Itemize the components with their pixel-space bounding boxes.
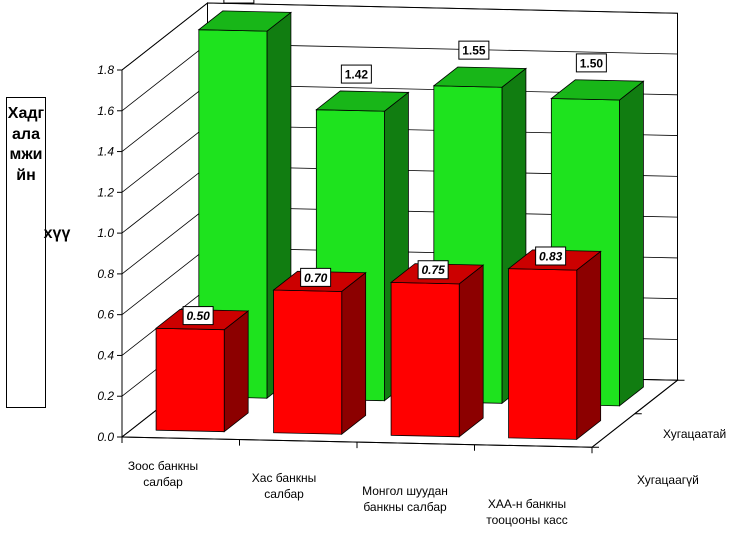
data-label-box [300, 267, 332, 287]
y-tick-label: 0.2 [97, 389, 114, 403]
data-label: 1.42 [340, 64, 372, 84]
data-label-box [458, 40, 490, 60]
bar-top [550, 79, 645, 101]
data-label-text: 1.50 [580, 56, 604, 70]
y-tick-label: 1.2 [97, 185, 114, 199]
bar-top [432, 66, 528, 88]
data-label-text: 0.50 [186, 309, 210, 323]
category-label: салбар [264, 487, 304, 501]
category-label: Хас банкны [252, 471, 316, 485]
bar-front-3 [507, 249, 602, 441]
bar-side [223, 310, 249, 433]
data-label-text: 0.83 [539, 249, 563, 263]
bar-front-0 [154, 309, 250, 433]
data-label-box [535, 246, 567, 266]
data-label-box [340, 64, 372, 84]
category-label: Монгол шуудан [362, 484, 448, 498]
data-label: 1.55 [458, 40, 490, 60]
bar-front [155, 327, 225, 433]
bar-front [273, 289, 343, 435]
data-label: 0.75 [417, 260, 449, 280]
data-label-text: 0.75 [421, 263, 445, 277]
data-label-text: 0.70 [304, 271, 328, 285]
y-tick-label: 1.0 [97, 226, 114, 240]
y-axis-title-suffix: хүү [43, 225, 71, 242]
data-label-box [182, 306, 214, 326]
data-label: 1.50 [575, 53, 607, 73]
category-label: банкны салбар [363, 500, 447, 514]
bar-side [341, 271, 367, 436]
category-label: салбар [143, 475, 183, 489]
y-axis-title-box: Хадгаламжийн [6, 97, 46, 408]
bar-side [458, 264, 484, 438]
y-tick-label: 1.6 [97, 104, 114, 118]
bar-side [619, 80, 644, 407]
y-tick-label: 0.4 [97, 348, 114, 362]
category-label: ХАА-н банкны [488, 497, 566, 511]
gridline [121, 2, 678, 71]
data-label: 1.80 [223, 0, 255, 4]
bar-front [390, 281, 460, 438]
z-axis-line [591, 379, 678, 448]
bar-side [576, 250, 602, 441]
bar-front-2 [389, 263, 485, 438]
bar-top [315, 90, 410, 112]
category-label: Зоос банкны [128, 459, 198, 473]
data-label: 0.70 [300, 267, 332, 287]
x-axis-line [121, 436, 593, 448]
data-label-text: 1.55 [462, 44, 486, 58]
y-tick-label: 1.4 [97, 145, 114, 159]
data-label-text: 1.42 [345, 68, 369, 82]
data-label-text: 1.80 [227, 0, 251, 2]
data-label-box [223, 0, 255, 4]
y-axis-title: Хадгаламжийн [7, 105, 45, 184]
bar-front-1 [272, 270, 367, 436]
bar-front [508, 268, 578, 440]
data-label: 0.83 [535, 246, 567, 266]
data-label: 0.50 [182, 306, 214, 326]
series-label: Хугацаагүй [637, 473, 699, 487]
series-label: Хугацаатай [663, 427, 726, 441]
y-tick-label: 0.0 [97, 430, 114, 444]
category-label: тооцооны касс [486, 513, 568, 527]
bar-top [197, 10, 293, 32]
data-label-box [417, 260, 449, 280]
data-label-box [575, 53, 607, 73]
y-tick-label: 1.8 [97, 63, 114, 77]
y-tick-label: 0.6 [97, 308, 114, 322]
y-tick-label: 0.8 [97, 267, 114, 281]
